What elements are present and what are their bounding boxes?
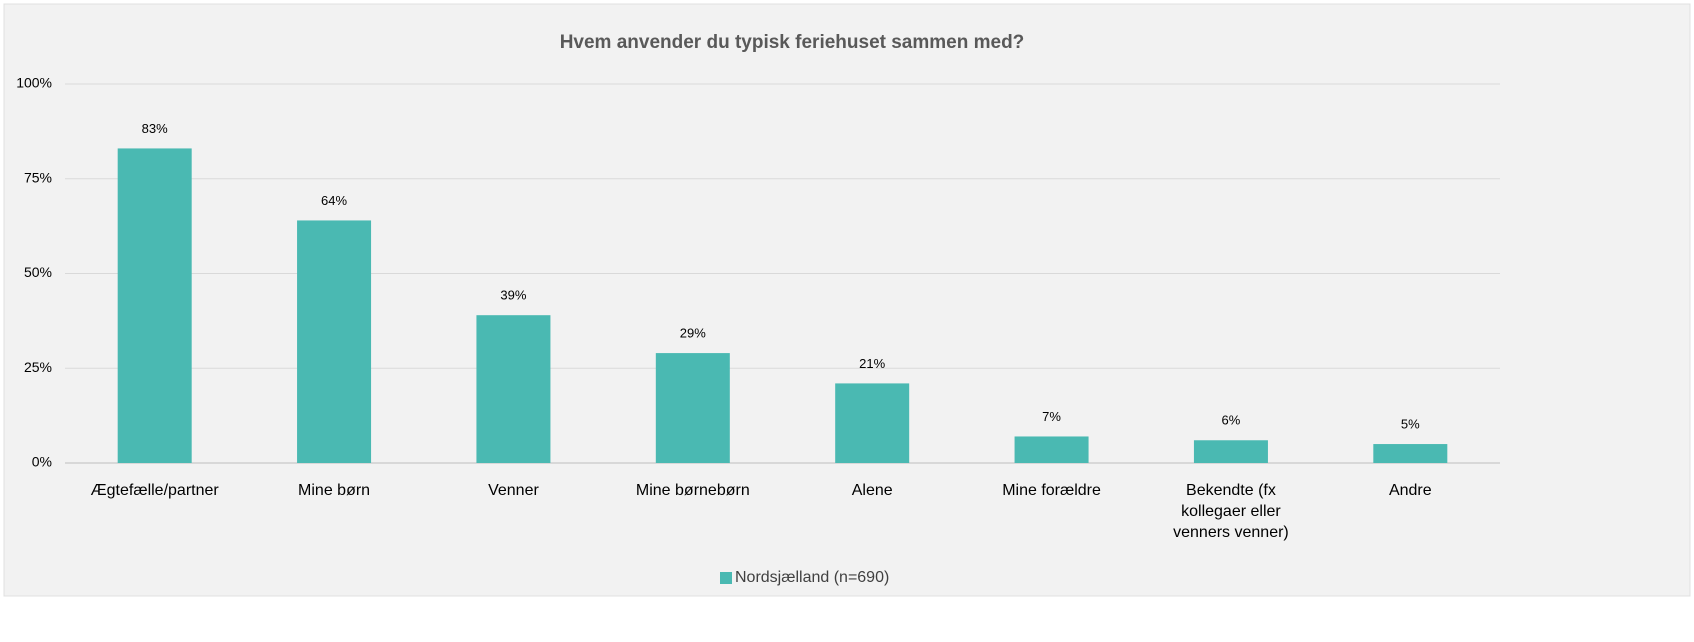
data-label: 64%	[321, 193, 347, 208]
y-tick-label: 50%	[24, 264, 52, 280]
y-tick-label: 0%	[32, 454, 52, 470]
x-tick-label: Mine børnebørn	[635, 482, 750, 499]
x-tick-label: Mine børn	[298, 482, 371, 499]
bar	[1373, 444, 1448, 463]
data-label: 6%	[1222, 413, 1241, 428]
data-label: 7%	[1042, 409, 1061, 424]
bar	[1014, 436, 1089, 463]
data-label: 83%	[142, 121, 168, 136]
data-label: 21%	[859, 356, 885, 371]
data-label: 39%	[500, 288, 526, 303]
x-tick-label: Alene	[851, 482, 893, 499]
data-label: 29%	[680, 326, 706, 341]
y-tick-label: 100%	[16, 75, 52, 91]
legend-swatch	[720, 572, 732, 584]
chart-background	[3, 3, 1691, 597]
data-label: 5%	[1401, 416, 1420, 431]
bar	[835, 383, 910, 463]
x-tick-label: Ægtefælle/partner	[90, 482, 219, 499]
x-tick-label: Venner	[488, 482, 539, 499]
chart-title: Hvem anvender du typisk feriehuset samme…	[560, 32, 1025, 53]
y-tick-label: 75%	[24, 169, 52, 185]
x-tick-label: Bekendte (fx kollegaer eller venners ven…	[1173, 482, 1289, 541]
legend-label: Nordsjælland (n=690)	[735, 569, 889, 586]
bar	[1193, 440, 1268, 463]
bar	[476, 315, 551, 463]
bar	[655, 353, 730, 463]
bar	[297, 220, 372, 463]
y-tick-label: 25%	[24, 359, 52, 375]
bar	[117, 148, 192, 463]
x-tick-label: Andre	[1388, 482, 1432, 499]
x-tick-label: Mine forældre	[1002, 482, 1101, 499]
